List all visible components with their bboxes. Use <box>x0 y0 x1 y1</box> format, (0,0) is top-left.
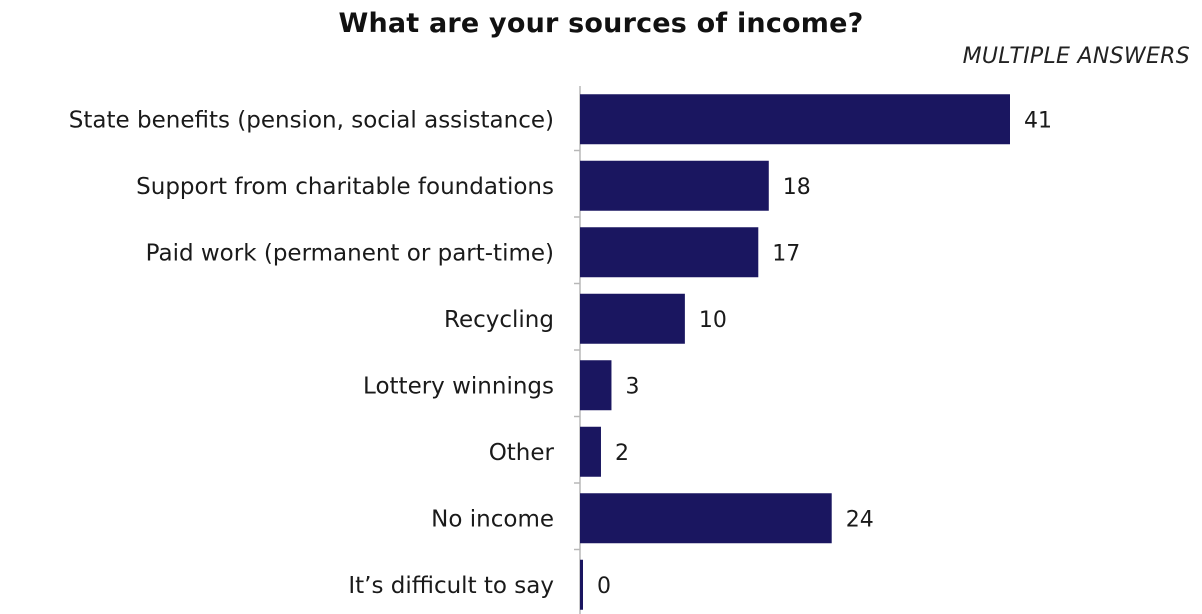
value-label: 18 <box>783 175 811 200</box>
value-label: 10 <box>699 308 727 333</box>
value-label: 41 <box>1024 108 1052 133</box>
chart-subtitle: MULTIPLE ANSWERS <box>962 44 1190 69</box>
category-label: It’s difficult to say <box>348 573 554 599</box>
value-label: 2 <box>615 441 629 466</box>
category-label: No income <box>431 506 554 532</box>
bar <box>580 360 612 411</box>
bar <box>580 94 1010 145</box>
bar <box>580 559 583 610</box>
category-label: Lottery winnings <box>363 373 554 399</box>
value-label: 3 <box>625 374 639 399</box>
category-label: Recycling <box>444 307 554 333</box>
bar <box>580 227 759 278</box>
value-label: 24 <box>846 507 874 532</box>
value-label: 0 <box>597 574 611 599</box>
bar <box>580 493 832 544</box>
chart-title: What are your sources of income? <box>338 8 864 39</box>
bar <box>580 426 601 477</box>
bar <box>580 293 685 344</box>
category-label: Paid work (permanent or part-time) <box>146 240 554 266</box>
category-label: Other <box>489 440 555 466</box>
category-label: Support from charitable foundations <box>136 174 554 200</box>
value-label: 17 <box>772 241 800 266</box>
category-label: State benefits (pension, social assistan… <box>69 107 554 133</box>
bar <box>580 160 769 211</box>
